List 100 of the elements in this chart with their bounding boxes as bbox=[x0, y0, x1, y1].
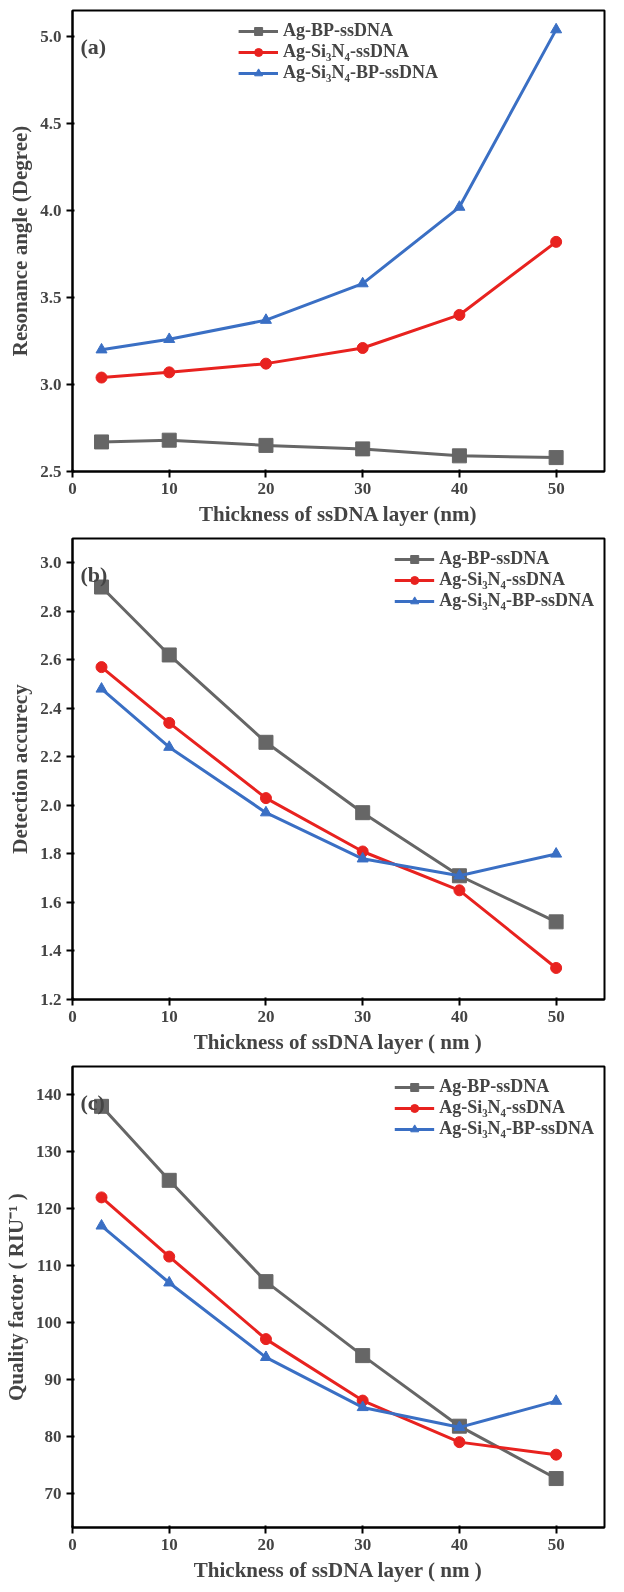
y-tick-label: 4.5 bbox=[40, 114, 62, 134]
x-axis-title: Thickness of ssDNA layer ( nm ) bbox=[193, 1029, 482, 1054]
legend-label: Ag-Si₃N₄-BP-ssDNA bbox=[439, 1118, 594, 1139]
y-tick-label: 2.0 bbox=[40, 795, 62, 815]
y-tick-label: 2.6 bbox=[40, 650, 62, 670]
x-tick-label: 50 bbox=[547, 478, 565, 498]
y-tick-label: 140 bbox=[36, 1085, 62, 1105]
annotation: (c) bbox=[80, 1089, 105, 1115]
x-tick-label: 0 bbox=[68, 478, 77, 498]
point bbox=[453, 200, 466, 211]
point bbox=[453, 884, 466, 897]
legend-label: Ag-BP-ssDNA bbox=[439, 1076, 550, 1097]
legend-label: Ag-Si₃N₄-BP-ssDNA bbox=[283, 62, 438, 83]
x-tick-label: 30 bbox=[354, 478, 372, 498]
point bbox=[453, 308, 466, 321]
y-tick-label: 2.8 bbox=[40, 601, 62, 621]
y-tick-label: 1.4 bbox=[40, 941, 62, 961]
y-tick-label: 2.4 bbox=[40, 698, 62, 718]
x-tick-label: 20 bbox=[257, 478, 275, 498]
x-tick-label: 50 bbox=[547, 1006, 565, 1026]
point bbox=[550, 22, 563, 34]
y-tick-label: 1.6 bbox=[40, 892, 62, 912]
point bbox=[355, 1348, 371, 1364]
x-tick-label: 50 bbox=[547, 1534, 565, 1554]
x-tick-label: 0 bbox=[68, 1006, 77, 1026]
legend-label: Ag-Si₃N₄-ssDNA bbox=[283, 41, 409, 62]
x-tick-label: 10 bbox=[160, 1006, 178, 1026]
y-axis-title: Resonance angle (Degree) bbox=[8, 125, 33, 357]
point bbox=[95, 342, 108, 354]
y-tick-label: 120 bbox=[36, 1199, 62, 1219]
x-tick-label: 10 bbox=[160, 478, 178, 498]
point bbox=[258, 437, 274, 453]
point bbox=[161, 432, 177, 448]
x-tick-label: 40 bbox=[450, 1534, 468, 1554]
point bbox=[163, 1275, 176, 1287]
y-tick-label: 130 bbox=[36, 1142, 62, 1162]
point bbox=[258, 734, 274, 750]
point bbox=[95, 1219, 108, 1230]
x-tick-label: 40 bbox=[450, 1006, 468, 1026]
y-tick-label: 90 bbox=[44, 1370, 62, 1390]
x-tick-label: 20 bbox=[257, 1534, 275, 1554]
point bbox=[550, 961, 563, 974]
point bbox=[163, 740, 176, 751]
legend-label: Ag-Si₃N₄-BP-ssDNA bbox=[439, 590, 594, 611]
point bbox=[356, 342, 369, 354]
y-tick-label: 2.5 bbox=[40, 462, 62, 481]
point bbox=[548, 450, 564, 466]
y-tick-label: 100 bbox=[36, 1313, 62, 1333]
point bbox=[259, 1350, 272, 1361]
y-tick-label: 3.0 bbox=[40, 553, 62, 573]
y-tick-label: 4.0 bbox=[40, 201, 62, 221]
annotation: (b) bbox=[80, 561, 108, 587]
annotation: (a) bbox=[80, 33, 107, 59]
point bbox=[548, 1471, 564, 1487]
point bbox=[95, 1191, 108, 1204]
point bbox=[550, 1448, 563, 1461]
point bbox=[259, 805, 272, 817]
point bbox=[451, 448, 467, 464]
x-tick-label: 0 bbox=[68, 1534, 77, 1554]
point bbox=[259, 792, 272, 805]
point bbox=[161, 647, 177, 663]
x-tick-label: 10 bbox=[160, 1534, 178, 1554]
y-tick-label: 2.2 bbox=[40, 747, 62, 767]
y-axis-title: Detection accurecy bbox=[8, 683, 33, 854]
legend-label: Ag-Si₃N₄-ssDNA bbox=[439, 569, 566, 590]
x-tick-label: 20 bbox=[257, 1006, 275, 1026]
point bbox=[95, 661, 108, 674]
point bbox=[163, 366, 176, 379]
x-tick-label: 30 bbox=[354, 1534, 372, 1554]
point bbox=[550, 1394, 563, 1405]
point bbox=[550, 235, 563, 248]
point bbox=[259, 357, 272, 370]
point bbox=[161, 1172, 177, 1188]
y-tick-label: 5.0 bbox=[40, 27, 62, 47]
legend-label: Ag-Si₃N₄-ssDNA bbox=[439, 1097, 566, 1118]
y-tick-label: 110 bbox=[36, 1256, 62, 1276]
point bbox=[453, 1436, 466, 1449]
point bbox=[548, 914, 564, 930]
x-axis-title: Thickness of ssDNA layer (nm) bbox=[199, 501, 477, 526]
point bbox=[355, 441, 371, 457]
x-tick-label: 30 bbox=[354, 1006, 372, 1026]
point bbox=[550, 847, 563, 858]
y-tick-label: 1.2 bbox=[40, 990, 62, 1009]
y-axis-title: Quality factor ( RIU⁻¹ ) bbox=[4, 1193, 28, 1402]
point bbox=[356, 1400, 369, 1412]
y-tick-label: 80 bbox=[44, 1426, 62, 1446]
point bbox=[95, 682, 108, 693]
point bbox=[258, 1274, 274, 1290]
legend-label: Ag-BP-ssDNA bbox=[439, 548, 550, 569]
point bbox=[95, 371, 108, 384]
point bbox=[94, 434, 110, 450]
point bbox=[259, 313, 272, 324]
point bbox=[259, 1333, 272, 1346]
point bbox=[356, 276, 369, 288]
point bbox=[163, 1250, 176, 1263]
y-tick-label: 3.0 bbox=[40, 375, 62, 395]
point bbox=[163, 716, 176, 729]
y-tick-label: 70 bbox=[44, 1483, 62, 1503]
x-axis-title: Thickness of ssDNA layer ( nm ) bbox=[193, 1557, 482, 1582]
point bbox=[453, 868, 466, 880]
